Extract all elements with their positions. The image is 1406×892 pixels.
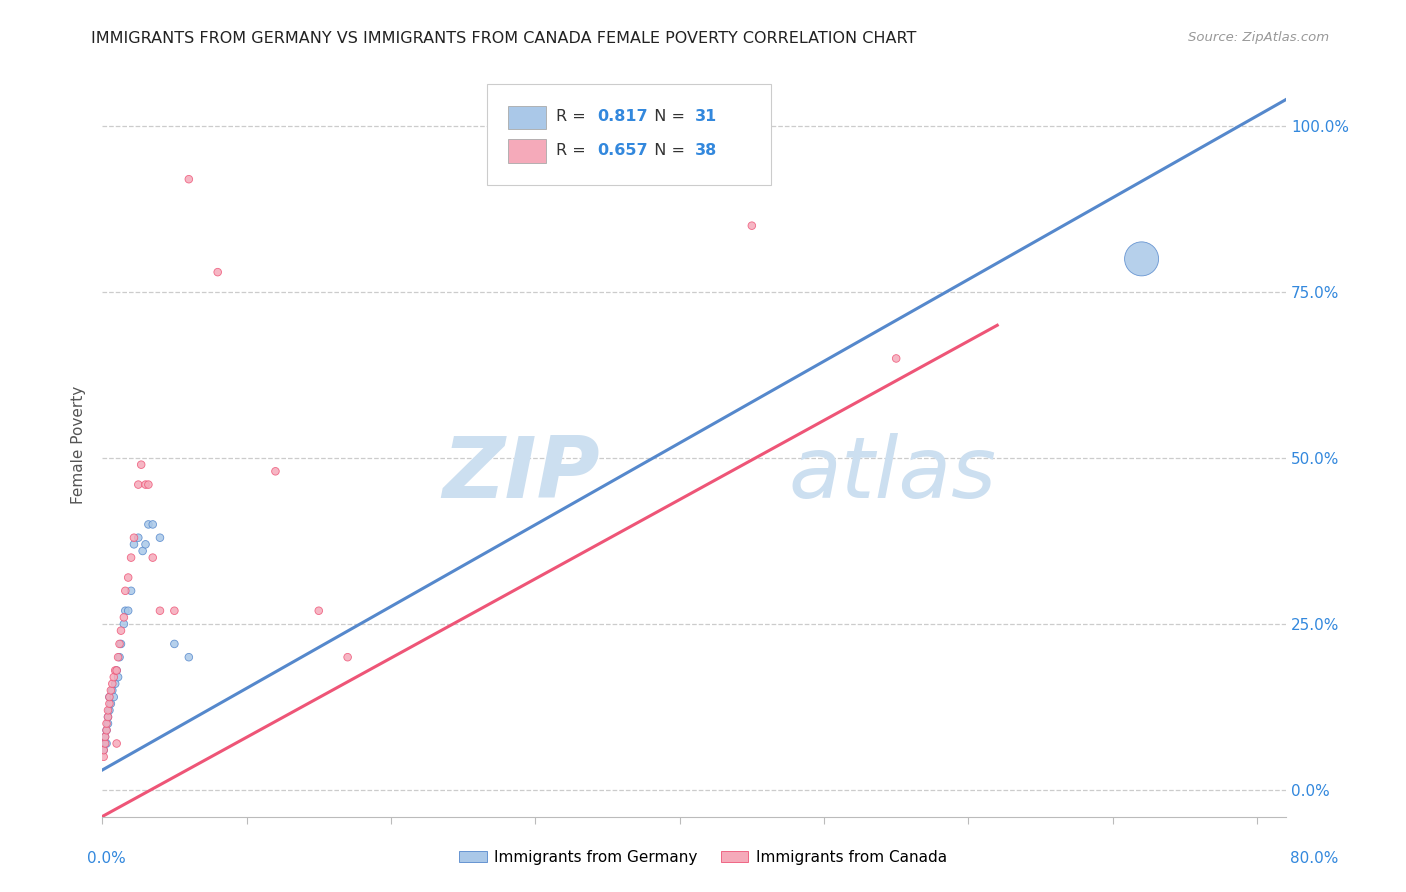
Point: [131, 544, 153, 558]
Point: [884, 351, 907, 366]
Point: [98, 690, 121, 704]
Point: [100, 697, 122, 711]
Point: [108, 650, 131, 665]
Point: [97, 703, 120, 717]
Text: 0.0%: 0.0%: [87, 851, 127, 865]
Point: [163, 604, 186, 618]
Point: [103, 690, 125, 704]
Point: [94, 737, 117, 751]
Point: [142, 550, 165, 565]
Text: IMMIGRANTS FROM GERMANY VS IMMIGRANTS FROM CANADA FEMALE POVERTY CORRELATION CHA: IMMIGRANTS FROM GERMANY VS IMMIGRANTS FR…: [91, 31, 917, 46]
Point: [105, 664, 128, 678]
Point: [110, 637, 132, 651]
Point: [103, 670, 125, 684]
Legend: Immigrants from Germany, Immigrants from Canada: Immigrants from Germany, Immigrants from…: [453, 844, 953, 871]
Point: [98, 697, 121, 711]
Point: [94, 730, 117, 744]
Text: 31: 31: [696, 110, 717, 124]
Point: [163, 637, 186, 651]
Point: [122, 537, 145, 551]
Point: [98, 690, 121, 704]
Text: ZIP: ZIP: [441, 433, 599, 516]
Point: [1130, 252, 1153, 266]
Point: [149, 531, 172, 545]
Point: [112, 617, 135, 632]
Point: [104, 664, 127, 678]
Text: R =: R =: [555, 110, 591, 124]
FancyBboxPatch shape: [508, 139, 546, 163]
Point: [120, 550, 142, 565]
Text: Source: ZipAtlas.com: Source: ZipAtlas.com: [1188, 31, 1329, 45]
Point: [114, 604, 136, 618]
Point: [101, 677, 124, 691]
Point: [177, 172, 200, 186]
Point: [93, 749, 115, 764]
Point: [93, 743, 115, 757]
Text: 0.657: 0.657: [598, 143, 648, 158]
Point: [177, 650, 200, 665]
Point: [120, 583, 142, 598]
Point: [108, 637, 131, 651]
Point: [142, 517, 165, 532]
Text: N =: N =: [644, 110, 690, 124]
Point: [134, 537, 156, 551]
Text: atlas: atlas: [789, 433, 997, 516]
Point: [741, 219, 763, 233]
Point: [149, 604, 172, 618]
Point: [96, 723, 118, 738]
Point: [94, 730, 117, 744]
Point: [264, 464, 287, 478]
FancyBboxPatch shape: [486, 84, 770, 185]
Text: N =: N =: [644, 143, 690, 158]
Point: [110, 624, 132, 638]
Point: [207, 265, 229, 279]
Point: [105, 664, 128, 678]
Point: [107, 670, 129, 684]
Point: [94, 737, 117, 751]
Point: [105, 737, 128, 751]
Point: [114, 583, 136, 598]
Point: [127, 531, 149, 545]
Point: [122, 531, 145, 545]
Point: [97, 710, 120, 724]
Point: [336, 650, 359, 665]
Point: [138, 517, 160, 532]
Point: [96, 723, 118, 738]
Point: [308, 604, 330, 618]
Text: 80.0%: 80.0%: [1291, 851, 1339, 865]
Point: [97, 716, 120, 731]
Point: [96, 737, 118, 751]
Point: [117, 570, 139, 584]
Text: 38: 38: [696, 143, 717, 158]
Point: [96, 716, 118, 731]
Point: [97, 710, 120, 724]
Point: [129, 458, 152, 472]
Point: [100, 683, 122, 698]
Point: [101, 683, 124, 698]
Text: R =: R =: [555, 143, 591, 158]
Point: [112, 610, 135, 624]
Y-axis label: Female Poverty: Female Poverty: [72, 385, 86, 504]
Point: [134, 477, 156, 491]
Point: [104, 677, 127, 691]
Point: [117, 604, 139, 618]
Point: [107, 650, 129, 665]
Point: [138, 477, 160, 491]
Point: [93, 743, 115, 757]
Text: 0.817: 0.817: [598, 110, 648, 124]
Point: [98, 703, 121, 717]
FancyBboxPatch shape: [508, 105, 546, 129]
Point: [127, 477, 149, 491]
